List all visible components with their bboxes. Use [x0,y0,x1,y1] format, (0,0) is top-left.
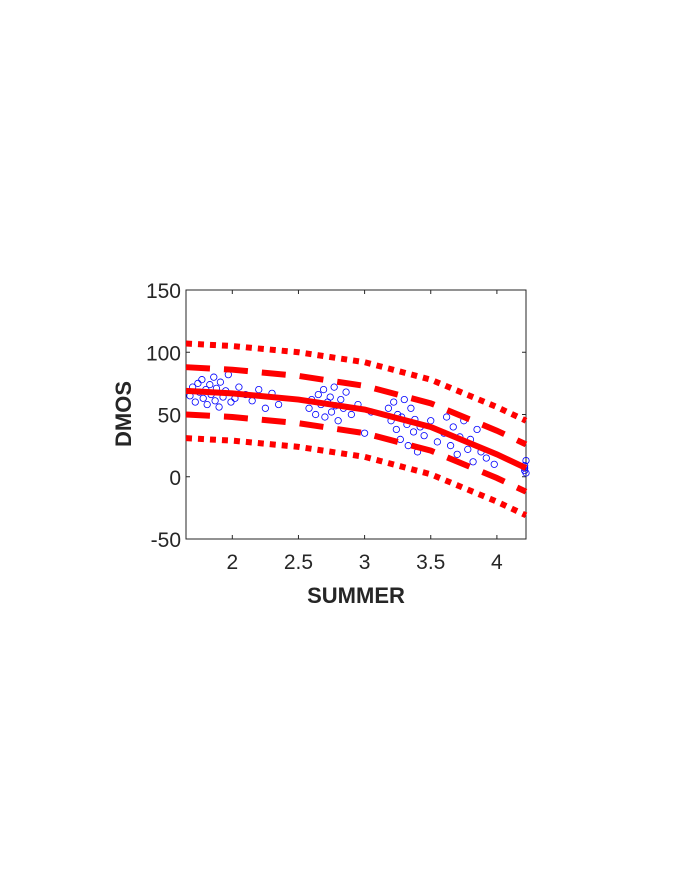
point [453,450,461,458]
x-axis-label: SUMMER [307,583,405,608]
point [194,379,202,387]
point [327,408,336,416]
point [191,398,199,406]
point [319,385,328,394]
point [464,445,472,453]
point [347,410,355,419]
point [326,393,334,401]
point [235,383,243,391]
x-tick-label: 3.5 [416,551,445,574]
x-tick-label: 4 [491,551,503,574]
point [390,398,398,406]
y-tick-label: 100 [146,342,181,365]
point [275,400,283,409]
fit-line [185,411,528,495]
point [206,381,214,389]
point [446,442,455,450]
point [198,376,206,384]
point [215,403,223,411]
point [227,398,235,406]
x-tick-label: 2.5 [284,551,313,574]
point [433,438,441,446]
point [312,410,320,419]
point [210,373,218,381]
point [420,432,428,440]
point [334,417,342,425]
y-tick-label: -50 [151,529,181,552]
point [321,413,329,421]
y-tick-label: 150 [146,280,181,303]
point [443,413,451,421]
point [255,385,263,394]
point [216,378,224,386]
point [400,395,408,404]
point [490,460,498,468]
point [211,397,219,405]
point [482,454,490,462]
y-axis-label: DMOS [111,381,136,447]
point [342,388,350,396]
point [305,404,313,412]
y-tick-label: 50 [158,405,181,428]
point [261,404,269,412]
x-tick-label: 2 [226,551,238,574]
point [384,404,393,412]
point [392,425,400,434]
y-tick-label: 0 [169,467,181,490]
point [409,428,418,436]
point [469,458,477,466]
fit-line [185,387,528,471]
point [473,425,481,434]
x-tick-label: 3 [359,551,371,574]
point [314,390,322,399]
plot-area [185,289,527,540]
point [199,394,207,402]
point [522,469,530,477]
point [330,383,338,391]
point [407,404,415,412]
point [360,429,369,437]
point [522,456,530,465]
point [449,423,457,431]
point [337,395,345,404]
point [203,400,211,409]
fit-line [185,364,528,448]
